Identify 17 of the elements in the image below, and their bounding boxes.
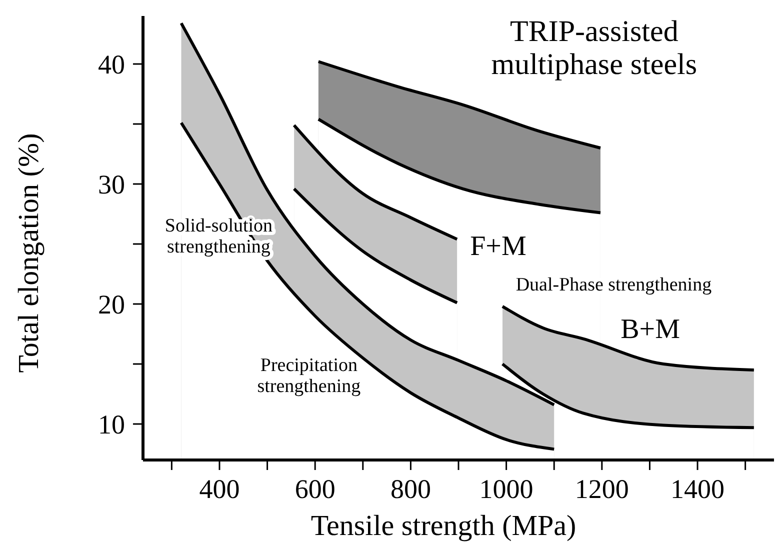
annotation: Precipitation strengthening — [257, 354, 362, 397]
x-tick-label: 800 — [390, 474, 431, 504]
x-tick-label: 400 — [199, 474, 240, 504]
x-axis-title: Tensile strength (MPa) — [310, 510, 576, 542]
annotation: B+M — [620, 314, 680, 345]
x-tick-label: 1200 — [574, 474, 629, 504]
y-tick-label: 10 — [98, 409, 125, 440]
annotation: F+M — [470, 230, 526, 262]
annotation: TRIP-assisted multiphase steels — [491, 15, 698, 82]
y-tick-label: 40 — [98, 49, 125, 80]
x-tick-label: 1400 — [670, 474, 725, 504]
annotation: Dual-Phase strengthening — [516, 274, 712, 296]
y-tick-label: 30 — [98, 169, 125, 200]
x-tick-label: 1000 — [479, 474, 534, 504]
y-axis-title: Total elongation (%) — [13, 133, 45, 373]
y-tick-label: 20 — [98, 289, 125, 320]
x-tick-label: 600 — [294, 474, 336, 504]
